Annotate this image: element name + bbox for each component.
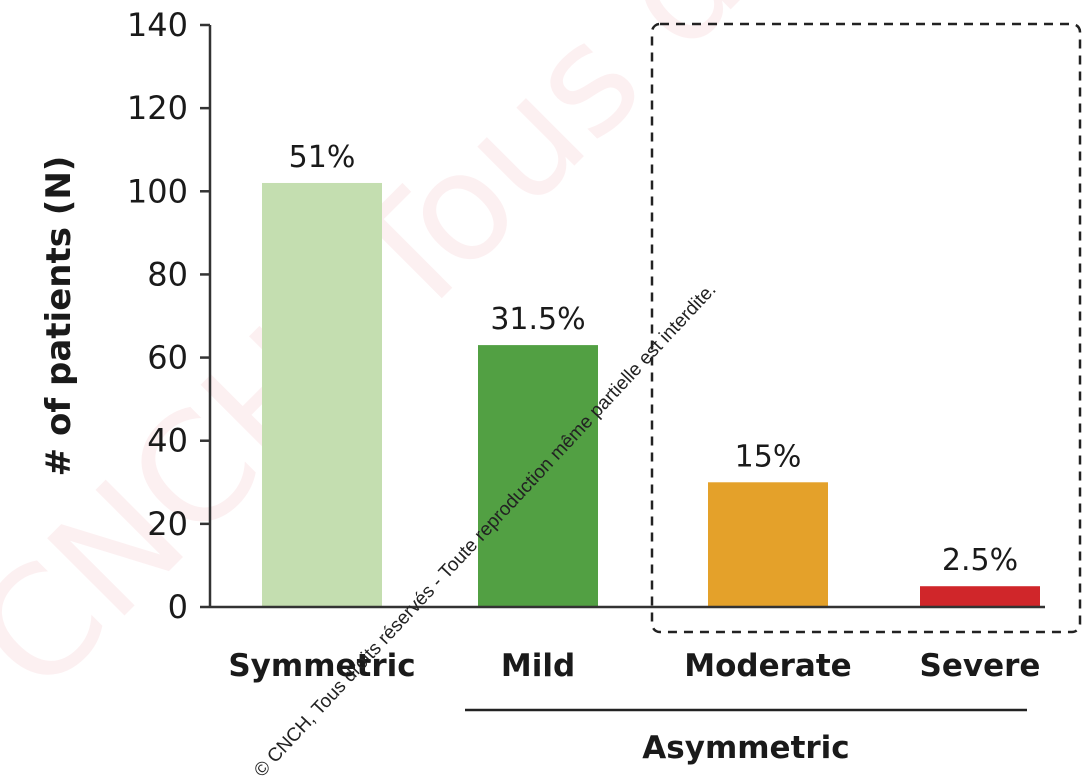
group-label-asymmetric: Asymmetric <box>642 730 849 766</box>
bar-mild <box>478 345 598 607</box>
y-tick-label: 60 <box>147 339 188 377</box>
category-label-severe: Severe <box>920 648 1041 684</box>
bar-severe <box>920 586 1040 607</box>
data-label-moderate: 15% <box>735 439 802 474</box>
highlight-box <box>650 22 1082 634</box>
category-label-moderate: Moderate <box>684 648 851 684</box>
data-labels: 51% 31.5% 15% 2.5% <box>289 140 1018 578</box>
y-tick-label: 40 <box>147 422 188 460</box>
bar-moderate <box>708 482 828 607</box>
category-label-symmetric: Symmetric <box>228 648 415 684</box>
y-axis: 0 20 40 60 80 100 120 140 <box>127 6 212 626</box>
y-axis-label: # of patients (N) <box>39 156 79 477</box>
y-tick-label: 0 <box>168 588 188 626</box>
y-tick-label: 80 <box>147 255 188 293</box>
y-tick-label: 100 <box>127 172 188 210</box>
y-tick-label: 20 <box>147 505 188 543</box>
data-label-severe: 2.5% <box>942 543 1018 578</box>
y-tick-label: 140 <box>127 6 188 44</box>
y-tick-label: 120 <box>127 89 188 127</box>
bar-symmetric <box>262 182 382 607</box>
category-labels: Symmetric Mild Moderate Severe <box>228 648 1040 684</box>
category-label-mild: Mild <box>501 648 575 684</box>
data-label-mild: 31.5% <box>490 302 585 337</box>
bars <box>262 182 1040 607</box>
data-label-symmetric: 51% <box>289 140 356 175</box>
